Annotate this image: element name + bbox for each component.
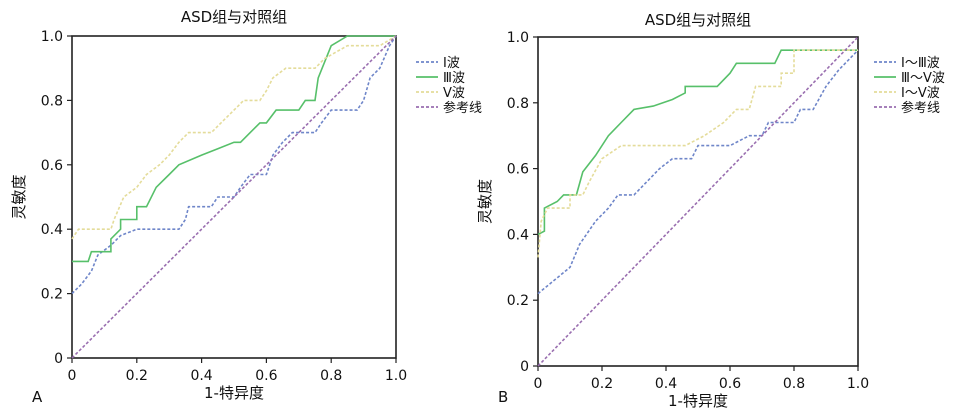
y-tick-label: 0 bbox=[54, 351, 63, 367]
x-tick-label: 1.0 bbox=[847, 376, 869, 392]
chart-panel-2: ASD组与对照组 0 0.2 0.4 0.6 0.8 1.0 0 0.2 0.4 0.6 0.8 1.0… bbox=[476, 11, 945, 409]
y-tick-label: 0.8 bbox=[507, 96, 529, 112]
x-tick-label: 0.8 bbox=[320, 368, 342, 384]
x-tick-label: 0 bbox=[68, 368, 77, 384]
y-tick-label: 0.6 bbox=[507, 162, 529, 178]
plot-frame bbox=[71, 35, 397, 359]
x-tick-label: 0.4 bbox=[655, 376, 677, 392]
legend-label: Ⅰ～Ⅴ波 bbox=[901, 86, 940, 101]
y-tick-label: 0.4 bbox=[507, 227, 529, 243]
chart-panel-1: ASD组与对照组 0 0.2 0.4 0.6 0.8 1.0 0 0.2 0.4 0.6 0.8 1.0… bbox=[10, 8, 482, 406]
series-line-3 bbox=[537, 49, 858, 258]
x-tick-label: 0.6 bbox=[719, 376, 741, 392]
x-tick-label: 0 bbox=[534, 376, 543, 392]
series-line-3 bbox=[71, 35, 397, 240]
y-tick-label: 0.2 bbox=[41, 287, 63, 303]
y-axis-label: 灵敏度 bbox=[476, 179, 494, 224]
legend-label: Ⅲ～Ⅴ波 bbox=[901, 71, 945, 86]
legend-label: 参考线 bbox=[901, 100, 940, 116]
y-tick-label: 1.0 bbox=[507, 30, 529, 46]
x-tick-label: 0.4 bbox=[190, 368, 212, 384]
x-tick-label: 0.2 bbox=[591, 376, 613, 392]
legend-label: Ⅰ～Ⅲ波 bbox=[901, 56, 940, 71]
legend-label: 参考线 bbox=[443, 100, 482, 116]
y-tick-label: 0.8 bbox=[41, 93, 63, 109]
x-tick-label: 0.8 bbox=[783, 376, 805, 392]
x-axis-label: 1-特异度 bbox=[668, 392, 728, 409]
series-line-4 bbox=[71, 35, 397, 359]
series-line-1 bbox=[71, 35, 397, 295]
panel-letter: A bbox=[32, 388, 43, 406]
x-tick-label: 0.6 bbox=[255, 368, 277, 384]
x-axis-label: 1-特异度 bbox=[204, 384, 264, 402]
chart-title: ASD组与对照组 bbox=[645, 11, 751, 29]
series-line-1 bbox=[537, 49, 859, 295]
series-line-4 bbox=[537, 36, 859, 367]
x-tick-label: 0.2 bbox=[126, 368, 148, 384]
chart-title: ASD组与对照组 bbox=[181, 8, 287, 26]
y-tick-label: 1.0 bbox=[41, 29, 63, 45]
panel-letter: B bbox=[498, 388, 508, 406]
legend-label: Ⅲ波 bbox=[443, 71, 465, 86]
series-line-2 bbox=[72, 35, 396, 263]
y-tick-label: 0.2 bbox=[507, 293, 529, 309]
plot-frame bbox=[537, 36, 859, 367]
legend-label: Ⅴ波 bbox=[443, 86, 465, 101]
y-tick-label: 0 bbox=[520, 359, 529, 375]
series-line-2 bbox=[537, 49, 858, 236]
y-axis-label: 灵敏度 bbox=[10, 174, 28, 219]
legend-label: Ⅰ波 bbox=[443, 56, 460, 71]
x-tick-label: 1.0 bbox=[385, 368, 407, 384]
y-tick-label: 0.6 bbox=[41, 158, 63, 174]
y-tick-label: 0.4 bbox=[41, 222, 63, 238]
